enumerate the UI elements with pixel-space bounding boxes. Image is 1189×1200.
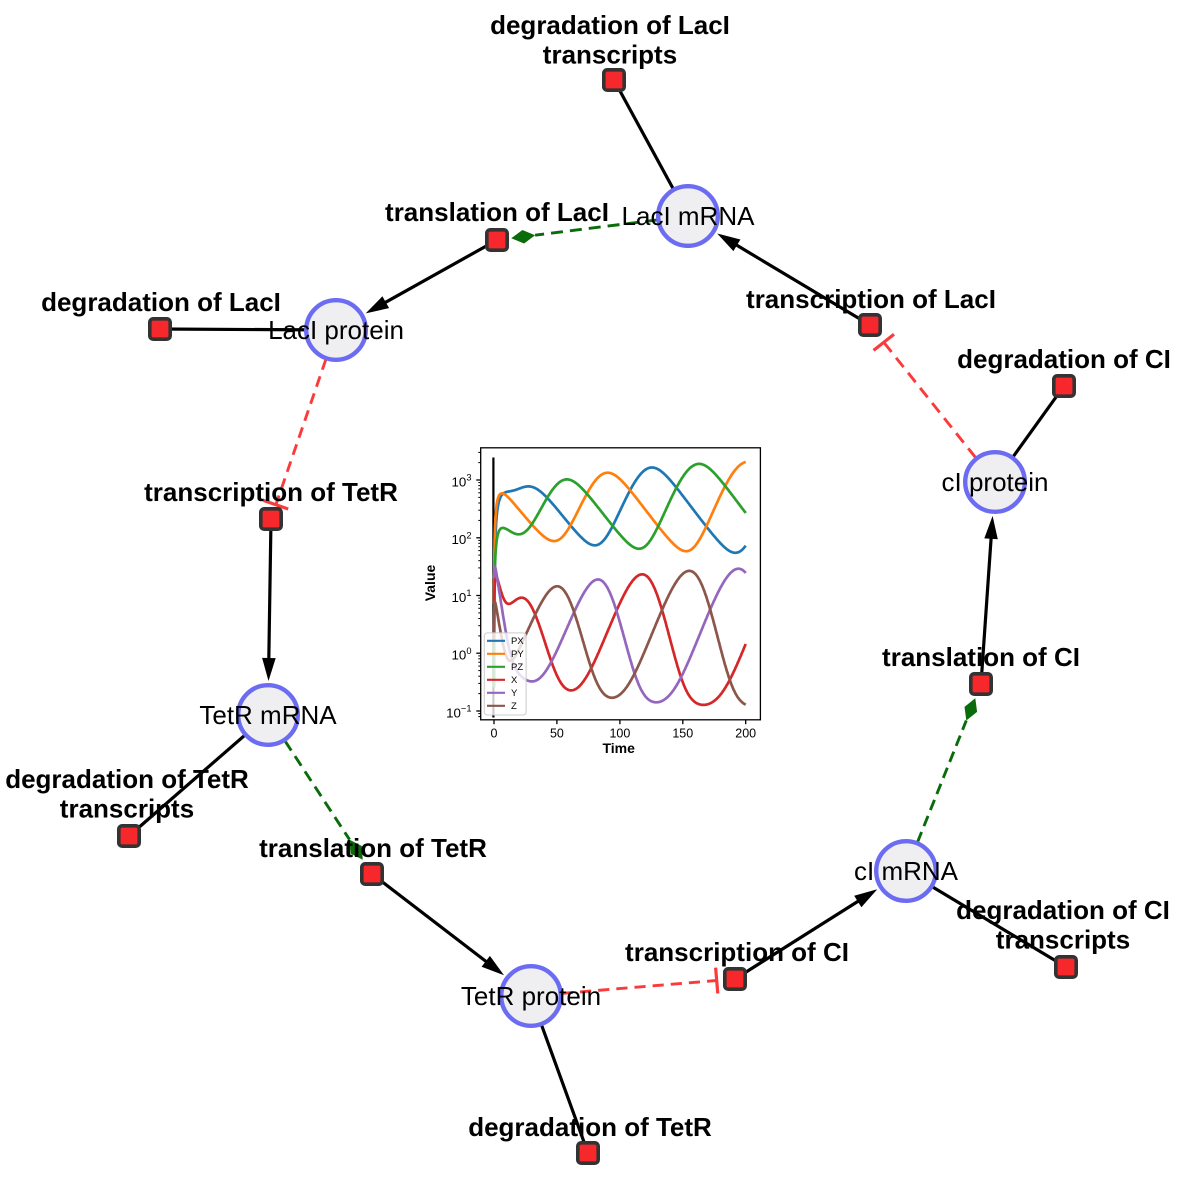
svg-text:150: 150	[672, 726, 693, 740]
svg-text:50: 50	[550, 726, 564, 740]
svg-text:LacI mRNA: LacI mRNA	[622, 201, 756, 231]
svg-text:TetR mRNA: TetR mRNA	[199, 700, 337, 730]
svg-text:transcripts: transcripts	[60, 794, 194, 824]
svg-text:degradation of LacI: degradation of LacI	[490, 10, 730, 40]
svg-text:transcription of TetR: transcription of TetR	[144, 477, 398, 507]
svg-text:transcripts: transcripts	[543, 40, 677, 70]
svg-text:100: 100	[609, 726, 630, 740]
svg-text:X: X	[511, 675, 518, 686]
svg-text:translation of TetR: translation of TetR	[259, 833, 487, 863]
svg-text:translation of LacI: translation of LacI	[385, 197, 609, 227]
svg-text:PY: PY	[511, 649, 524, 660]
svg-text:TetR protein: TetR protein	[461, 981, 601, 1011]
svg-text:degradation of TetR: degradation of TetR	[468, 1112, 712, 1142]
svg-text:degradation of CI: degradation of CI	[956, 895, 1170, 925]
svg-text:200: 200	[735, 726, 756, 740]
svg-text:PX: PX	[511, 636, 524, 647]
svg-text:degradation of LacI: degradation of LacI	[41, 287, 281, 317]
svg-text:Z: Z	[511, 701, 517, 712]
svg-text:degradation of CI: degradation of CI	[957, 344, 1171, 374]
svg-text:0: 0	[491, 726, 498, 740]
svg-text:Y: Y	[511, 688, 518, 699]
svg-text:translation of CI: translation of CI	[882, 642, 1080, 672]
svg-text:PZ: PZ	[511, 662, 523, 673]
svg-text:transcription of CI: transcription of CI	[625, 937, 849, 967]
svg-text:degradation of TetR: degradation of TetR	[5, 764, 249, 794]
svg-text:Time: Time	[602, 740, 635, 756]
svg-text:LacI protein: LacI protein	[268, 315, 404, 345]
svg-text:cI protein: cI protein	[942, 467, 1049, 497]
svg-text:transcription of LacI: transcription of LacI	[746, 284, 996, 314]
svg-text:transcripts: transcripts	[996, 925, 1130, 955]
svg-text:cI mRNA: cI mRNA	[854, 856, 959, 886]
svg-text:Value: Value	[422, 565, 438, 602]
